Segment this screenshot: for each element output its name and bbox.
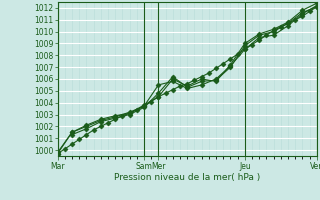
X-axis label: Pression niveau de la mer( hPa ): Pression niveau de la mer( hPa ) xyxy=(114,173,260,182)
